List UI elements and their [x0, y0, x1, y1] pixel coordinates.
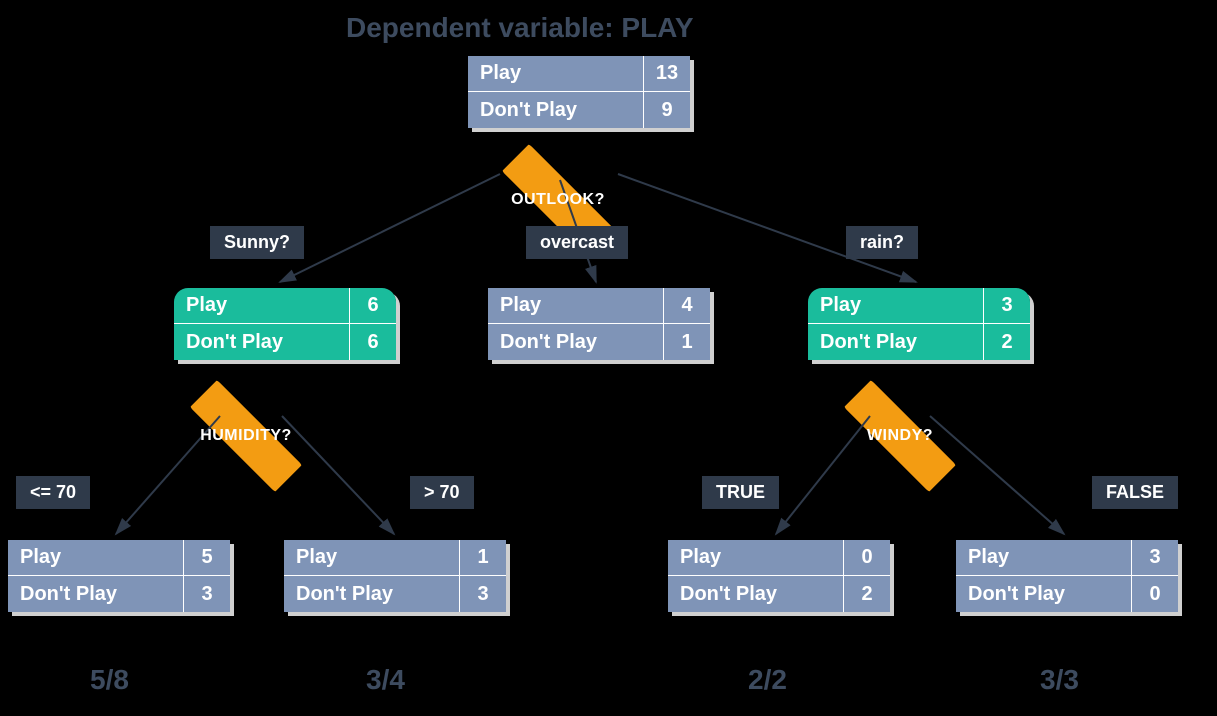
node-label: Don't Play: [174, 324, 350, 360]
node-value: 6: [350, 331, 396, 354]
node-label: Play: [488, 288, 664, 323]
branch-label-overcast: overcast: [526, 226, 628, 259]
node-value: 0: [844, 546, 890, 569]
node-label: Play: [956, 540, 1132, 575]
node-windy-true: Play0 Don't Play2: [668, 540, 890, 612]
node-rain: Play3 Don't Play2: [808, 288, 1030, 360]
node-label: Play: [808, 288, 984, 323]
node-label: Play: [174, 288, 350, 323]
node-value: 4: [664, 294, 710, 317]
node-label: Play: [468, 56, 644, 91]
node-label: Don't Play: [956, 576, 1132, 612]
branch-label-le70: <= 70: [16, 476, 90, 509]
ratio-label: 5/8: [90, 664, 129, 696]
node-humidity-le70: Play5 Don't Play3: [8, 540, 230, 612]
node-value: 6: [350, 294, 396, 317]
node-value: 13: [644, 62, 690, 85]
node-value: 3: [1132, 546, 1178, 569]
ratio-label: 3/4: [366, 664, 405, 696]
node-label: Don't Play: [668, 576, 844, 612]
diagram-title: Dependent variable: PLAY: [346, 12, 694, 44]
node-label: Don't Play: [284, 576, 460, 612]
node-value: 5: [184, 546, 230, 569]
branch-label-sunny: Sunny?: [210, 226, 304, 259]
node-label: Don't Play: [488, 324, 664, 360]
ratio-label: 2/2: [748, 664, 787, 696]
node-humidity-gt70: Play1 Don't Play3: [284, 540, 506, 612]
node-sunny: Play6 Don't Play6: [174, 288, 396, 360]
node-value: 1: [460, 546, 506, 569]
ratio-label: 3/3: [1040, 664, 1079, 696]
node-value: 1: [664, 331, 710, 354]
node-label: Don't Play: [468, 92, 644, 128]
node-value: 9: [644, 99, 690, 122]
node-label: Don't Play: [8, 576, 184, 612]
node-value: 2: [984, 331, 1030, 354]
node-value: 3: [984, 294, 1030, 317]
branch-label-false: FALSE: [1092, 476, 1178, 509]
node-root: Play13 Don't Play9: [468, 56, 690, 128]
node-value: 0: [1132, 583, 1178, 606]
node-label: Play: [8, 540, 184, 575]
node-value: 2: [844, 583, 890, 606]
node-windy-false: Play3 Don't Play0: [956, 540, 1178, 612]
node-label: Play: [284, 540, 460, 575]
node-value: 3: [460, 583, 506, 606]
node-label: Play: [668, 540, 844, 575]
node-overcast: Play4 Don't Play1: [488, 288, 710, 360]
branch-label-rain: rain?: [846, 226, 918, 259]
branch-label-true: TRUE: [702, 476, 779, 509]
branch-label-gt70: > 70: [410, 476, 474, 509]
node-value: 3: [184, 583, 230, 606]
node-label: Don't Play: [808, 324, 984, 360]
decision-humidity: HUMIDITY?: [186, 376, 306, 496]
decision-windy: WINDY?: [840, 376, 960, 496]
